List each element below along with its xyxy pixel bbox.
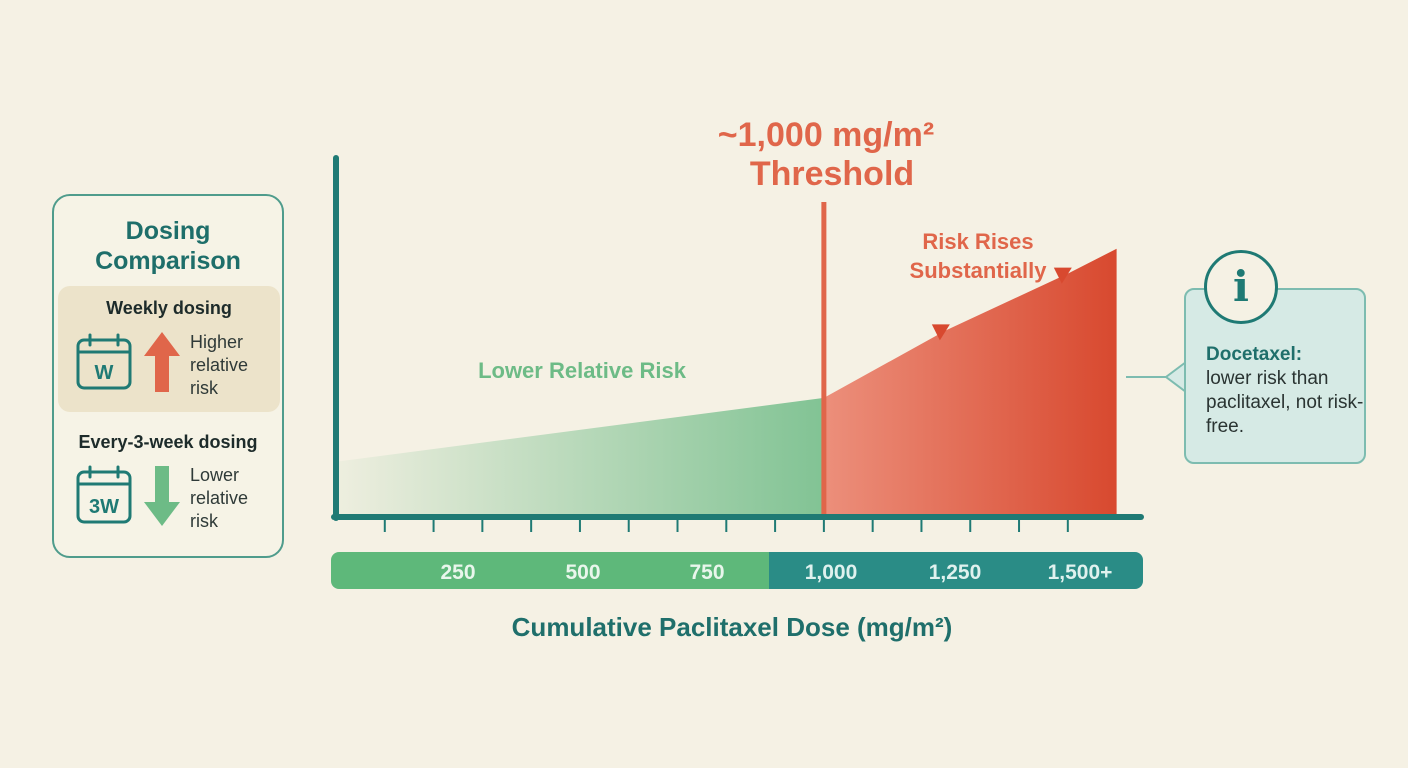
weekly-dosing-label: Weekly dosing (106, 298, 232, 318)
x-tick-labels: 250 500 750 1,000 1,250 1,500+ (440, 561, 1112, 584)
low-risk-area (336, 397, 824, 515)
high-risk-label-line1: Risk Rises (922, 229, 1033, 254)
x-axis-label: Cumulative Paclitaxel Dose (mg/m²) (512, 612, 953, 642)
three-week-risk-text: Lower relative risk (190, 465, 249, 531)
three-week-dosing-label: Every-3-week dosing (78, 432, 258, 452)
info-icon: i (1204, 250, 1278, 324)
trend-marker (1053, 267, 1072, 284)
weekly-dosing-panel: Weekly dosing W Higher relative risk (58, 286, 280, 412)
x-tick-label: 1,500+ (1048, 561, 1113, 584)
trend-marker (931, 324, 950, 341)
weekly-risk-text: Higher relative risk (190, 332, 249, 398)
callout-heading: Docetaxel: (1206, 344, 1303, 365)
arrow-up-icon (144, 332, 180, 392)
trend-arrow-markers (931, 267, 1072, 341)
calendar-icon: W (76, 333, 132, 390)
dosing-card-title: Dosing Comparison (95, 217, 241, 275)
low-risk-label: Lower Relative Risk (478, 358, 687, 383)
arrow-down-icon (144, 466, 180, 526)
calendar-icon: 3W (76, 465, 132, 524)
x-tick-label: 250 (440, 561, 475, 584)
dose-scale-bar-low (331, 552, 781, 589)
x-tick-label: 1,000 (805, 561, 858, 584)
high-risk-label-line2: Substantially (910, 258, 1048, 283)
docetaxel-callout: Docetaxel: lower risk than paclitaxel, n… (1184, 288, 1366, 464)
x-axis-ticks (383, 520, 1069, 532)
dose-scale-bar-high (769, 552, 1143, 589)
callout-body: lower risk than paclitaxel, not risk-fre… (1206, 368, 1364, 437)
dosing-comparison-card: Dosing Comparison Weekly dosing W Higher… (52, 194, 284, 558)
threshold-title-line1: ~1,000 mg/m² (718, 116, 934, 154)
callout-pointer (1164, 360, 1187, 394)
high-risk-area (823, 248, 1117, 515)
threshold-title-line2: Threshold (750, 155, 914, 193)
x-tick-label: 750 (689, 561, 724, 584)
svg-text:W: W (95, 362, 114, 384)
x-tick-label: 500 (565, 561, 600, 584)
svg-text:3W: 3W (89, 496, 119, 518)
dose-scale-bar-join (769, 552, 783, 589)
x-tick-label: 1,250 (929, 561, 982, 584)
